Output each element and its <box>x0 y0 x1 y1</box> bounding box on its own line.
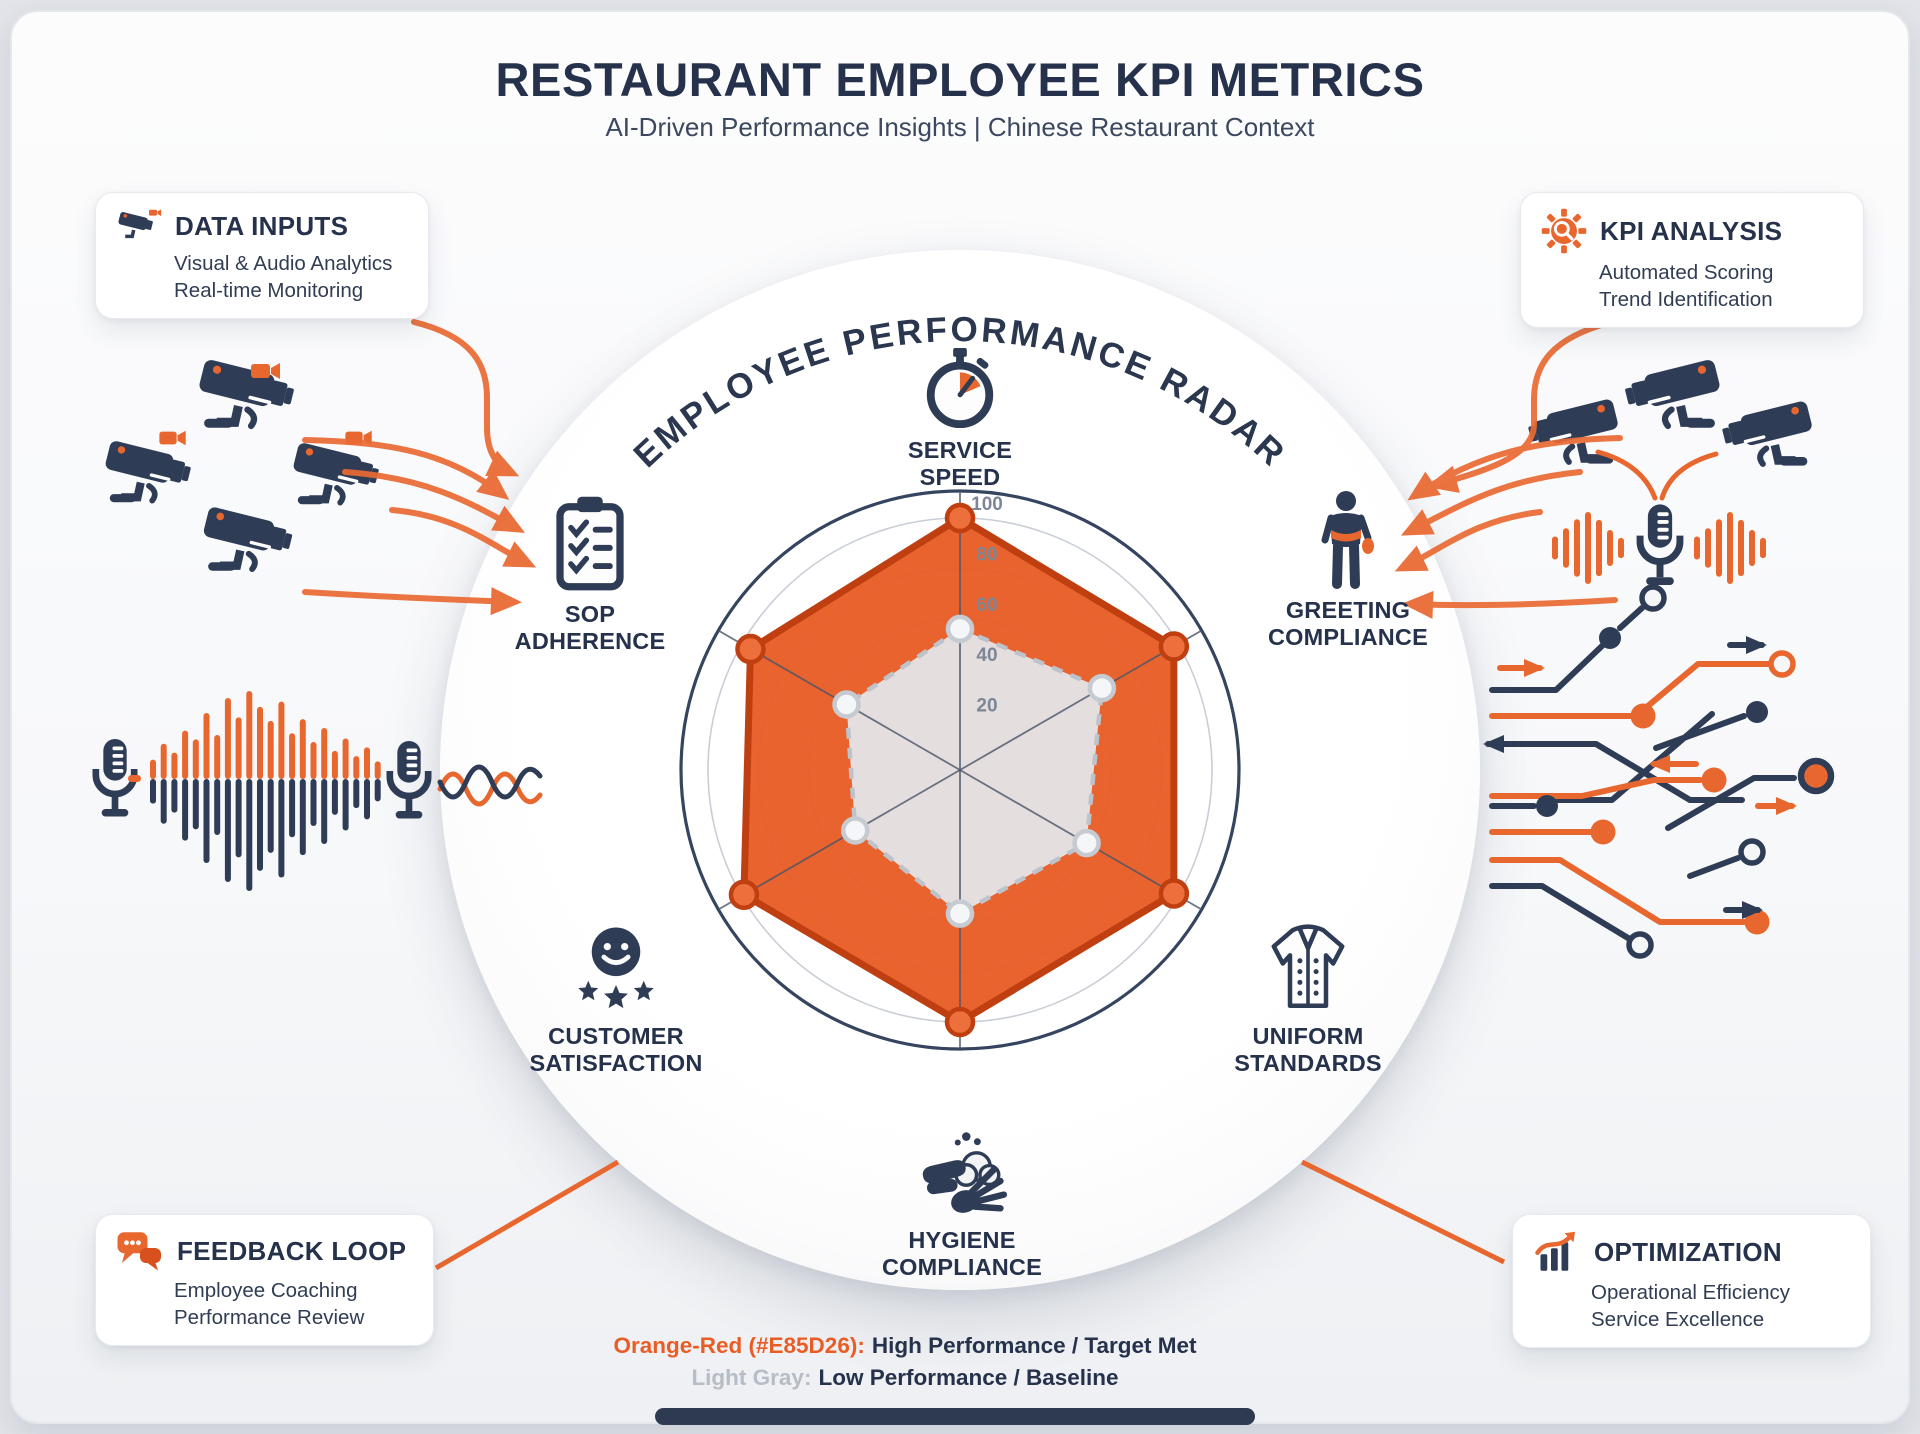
hand-washing-icon <box>922 1132 1008 1213</box>
chef-jacket-icon <box>1271 924 1345 1009</box>
star-icons <box>578 980 654 1009</box>
cctv-camera-cluster-right <box>1526 359 1813 466</box>
legend-high-text: High Performance / Target Met <box>871 1333 1197 1358</box>
radar-chart: 20 40 60 80 100 <box>679 489 1241 1051</box>
optimization-connector-line <box>1300 1159 1506 1265</box>
smiley-stars-icon <box>578 927 654 1009</box>
callout-title: OPTIMIZATION <box>1594 1236 1782 1267</box>
page-subtitle: AI-Driven Performance Insights | Chinese… <box>605 112 1315 142</box>
svg-text:40: 40 <box>976 645 997 666</box>
axis-greeting-compliance: GREETING COMPLIANCE <box>1223 490 1473 651</box>
page-title: RESTAURANT EMPLOYEE KPI METRICS <box>495 53 1425 106</box>
circuit-traces <box>1483 584 1835 959</box>
signal-squiggle <box>437 764 543 807</box>
callout-body: Operational Efficiency Service Excellenc… <box>1591 1281 1791 1332</box>
axis-customer-satisfaction: CUSTOMER SATISFACTION <box>486 924 746 1077</box>
axis-hygiene-compliance: HYGIENE COMPLIANCE <box>812 1130 1112 1281</box>
legend-low-label: Light Gray: <box>691 1365 812 1390</box>
svg-text:100: 100 <box>971 494 1003 515</box>
axis-uniform-standards: UNIFORM STANDARDS <box>1173 920 1443 1077</box>
feedback-connector-line <box>434 1159 620 1271</box>
microphone-icon <box>390 741 428 819</box>
flow-arrows-right <box>1394 319 1623 619</box>
checklist-clipboard-icon <box>556 496 624 591</box>
svg-text:20: 20 <box>976 696 997 717</box>
callout-body: Automated Scoring Trend Identification <box>1599 261 1774 312</box>
person-icon <box>1321 491 1374 589</box>
axis-service-speed: SERVICE SPEED <box>840 348 1080 491</box>
gear-magnifier-icon <box>1541 208 1587 254</box>
legend-low-text: Low Performance / Baseline <box>818 1365 1119 1390</box>
callout-body: Visual & Audio Analytics Real-time Monit… <box>174 252 393 303</box>
video-camera-icon <box>159 430 186 446</box>
callout-title: KPI ANALYSIS <box>1600 215 1783 246</box>
callout-title: DATA INPUTS <box>175 211 349 241</box>
svg-text:80: 80 <box>976 544 997 565</box>
chart-legend: Orange-Red (#E85D26): High Performance / … <box>0 1333 1810 1397</box>
microphone-waveform-left <box>96 691 428 891</box>
bottom-accent-bar <box>655 1408 1255 1425</box>
video-camera-icon <box>251 363 280 379</box>
callout-body: Employee Coaching Performance Review <box>174 1279 365 1330</box>
callout-optimization: OPTIMIZATION Operational Efficiency Serv… <box>1512 1214 1871 1348</box>
stopwatch-icon <box>926 348 994 429</box>
svg-text:60: 60 <box>976 595 997 616</box>
chat-bubbles-icon <box>117 1232 161 1271</box>
microphone-icon <box>1640 504 1680 585</box>
callout-data-inputs: DATA INPUTS Visual & Audio Analytics Rea… <box>95 192 429 319</box>
callout-feedback-loop: FEEDBACK LOOP Employee Coaching Performa… <box>95 1214 434 1346</box>
callout-kpi-analysis: KPI ANALYSIS Automated Scoring Trend Ide… <box>1520 192 1864 328</box>
legend-high-label: Orange-Red (#E85D26): <box>613 1333 865 1358</box>
flow-arrows-left <box>302 319 537 616</box>
callout-title: FEEDBACK LOOP <box>177 1235 407 1266</box>
growth-chart-icon <box>1535 1231 1575 1271</box>
axis-sop-adherence: SOP ADHERENCE <box>470 494 710 655</box>
cctv-camera-icon <box>118 209 162 239</box>
cctv-camera-cluster-left <box>104 359 381 571</box>
microphone-waveform-right <box>1552 449 1766 585</box>
